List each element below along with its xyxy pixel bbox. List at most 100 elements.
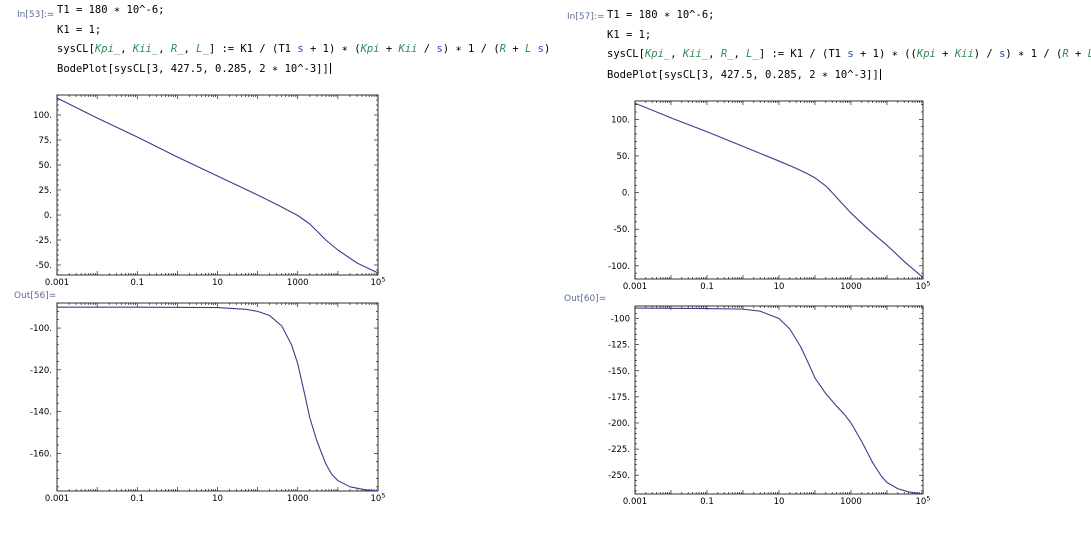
code-line[interactable]: BodePlot[sysCL[3, 427.5, 0.285, 2 ∗ 10^-… <box>57 63 331 75</box>
code-line[interactable]: sysCL[Kpi_, Kii_, R_, L_] := K1 / (T1 s … <box>607 48 1091 60</box>
code-token: Kii <box>398 43 418 55</box>
code-token: ) <box>543 43 551 55</box>
code-token: , <box>120 43 133 55</box>
y-tick-label: -120. <box>30 366 52 376</box>
y-tick-label: 100. <box>33 111 52 121</box>
code-token: / <box>417 43 437 55</box>
y-tick-label: 25. <box>38 186 52 196</box>
code-token: + <box>1068 48 1088 60</box>
y-tick-label: -150. <box>608 367 630 377</box>
plot-frame <box>56 302 379 492</box>
bode-curve-series <box>634 307 924 495</box>
x-tick-label: 0.1 <box>130 494 144 504</box>
code-token: ] := K1 / (T1 <box>758 48 848 60</box>
code-token: T1 = 180 ∗ 10^-6; <box>57 4 165 16</box>
code-line[interactable]: T1 = 180 ∗ 10^-6; <box>57 4 164 16</box>
code-token: Kii <box>954 48 974 60</box>
y-tick-label: -200. <box>608 419 630 429</box>
text-cursor <box>329 63 331 74</box>
code-token: s <box>436 43 443 55</box>
code-token: ) ∗ 1 / ( <box>442 43 500 55</box>
code-token: K1 = 1; <box>607 29 652 41</box>
code-token: R <box>499 43 506 55</box>
plot-frame <box>634 100 924 280</box>
code-token: R_ <box>170 43 184 55</box>
code-token: s <box>847 48 854 60</box>
bode-curve-series <box>56 97 379 274</box>
code-token: K1 = 1; <box>57 24 102 36</box>
code-line[interactable]: sysCL[Kpi_, Kii_, R_, L_] := K1 / (T1 s … <box>57 43 550 55</box>
code-token: T1 = 180 ∗ 10^-6; <box>607 9 715 21</box>
x-tick-label: 0.1 <box>700 497 714 507</box>
code-token: , <box>670 48 683 60</box>
magnitude-plot-left: 0.001 0.1 10 1000 105 100. 75. 50. 25. 0. -25. -50. <box>33 94 385 288</box>
y-tick-label: -125. <box>608 341 630 351</box>
y-tick-label: -50. <box>35 261 52 271</box>
code-token: Kpi_ <box>94 43 121 55</box>
code-token: Kpi <box>360 43 380 55</box>
x-tick-label: 0.1 <box>130 278 144 288</box>
x-tick-label: 1000 <box>287 278 309 288</box>
code-token: + <box>935 48 955 60</box>
code-token: , <box>733 48 747 60</box>
text-cursor <box>879 69 881 80</box>
code-token: R_ <box>720 48 734 60</box>
output-label-left: Out[56]= <box>14 291 57 301</box>
code-token: Kpi <box>916 48 936 60</box>
y-tick-label: -50. <box>613 225 630 235</box>
x-tick-label: 1000 <box>840 282 862 292</box>
code-token: + <box>506 43 525 55</box>
x-tick-label: 10 <box>212 278 223 288</box>
plot-frame <box>634 305 924 495</box>
y-tick-label: 75. <box>38 136 52 146</box>
y-tick-label: -100. <box>608 262 630 272</box>
x-tick-label: 1000 <box>840 497 862 507</box>
code-line[interactable]: K1 = 1; <box>607 29 651 41</box>
code-line[interactable]: T1 = 180 ∗ 10^-6; <box>607 9 714 21</box>
code-token: ) / <box>973 48 1000 60</box>
code-token: + 1) ∗ ( <box>303 43 361 55</box>
y-tick-label: -160. <box>30 449 52 459</box>
code-token: sysCL[ <box>57 43 95 55</box>
code-token: ] := K1 / (T1 <box>208 43 298 55</box>
phase-plot-left: 0.001 0.1 10 1000 105 -100. -120. -140. -160. <box>30 302 385 504</box>
y-tick-label: -100 <box>611 315 630 325</box>
x-tick-label: 0.001 <box>623 497 647 507</box>
y-tick-label: 50. <box>38 161 52 171</box>
code-token: BodePlot[sysCL[3, 427.5, 0.285, 2 ∗ 10^-… <box>57 63 329 75</box>
code-token: + 1) ∗ (( <box>853 48 917 60</box>
y-tick-label: 0. <box>44 211 52 221</box>
code-token: , <box>183 43 197 55</box>
code-line[interactable]: K1 = 1; <box>57 24 101 36</box>
code-token: s <box>297 43 304 55</box>
code-token: L_ <box>196 43 209 55</box>
code-token: sysCL[ <box>607 48 645 60</box>
y-tick-label: 0. <box>622 189 630 199</box>
x-tick-label: 105 <box>916 495 931 508</box>
y-tick-label: 100. <box>611 115 630 125</box>
code-token: Kpi_ <box>644 48 671 60</box>
code-token: + <box>379 43 399 55</box>
y-tick-label: -225. <box>608 445 630 455</box>
code-token: s <box>537 43 544 55</box>
code-token: BodePlot[sysCL[3, 427.5, 0.285, 2 ∗ 10^-… <box>607 69 879 81</box>
code-token: , <box>158 43 171 55</box>
code-token: ) ∗ 1 / ( <box>1005 48 1063 60</box>
x-tick-label: 0.001 <box>623 282 647 292</box>
code-token: L_ <box>746 48 759 60</box>
x-tick-label: 0.001 <box>45 494 69 504</box>
y-tick-label: -175. <box>608 393 630 403</box>
magnitude-plot-right: 0.001 0.1 10 1000 105 100. 50. 0. -50. -100. <box>608 100 930 292</box>
code-line[interactable]: BodePlot[sysCL[3, 427.5, 0.285, 2 ∗ 10^-… <box>607 69 881 81</box>
y-tick-label: -250. <box>608 471 630 481</box>
y-tick-label: -100. <box>30 324 52 334</box>
x-tick-label: 1000 <box>287 494 309 504</box>
code-token: Kii_ <box>132 43 159 55</box>
code-token: Kii_ <box>682 48 709 60</box>
code-token: L <box>524 43 532 55</box>
y-tick-label: -25. <box>35 236 52 246</box>
code-token: , <box>708 48 721 60</box>
code-token: s <box>999 48 1006 60</box>
phase-plot-right: 0.001 0.1 10 1000 105 -100 -125. -150. -175. -200… <box>608 305 931 508</box>
y-tick-label: 50. <box>616 152 630 162</box>
